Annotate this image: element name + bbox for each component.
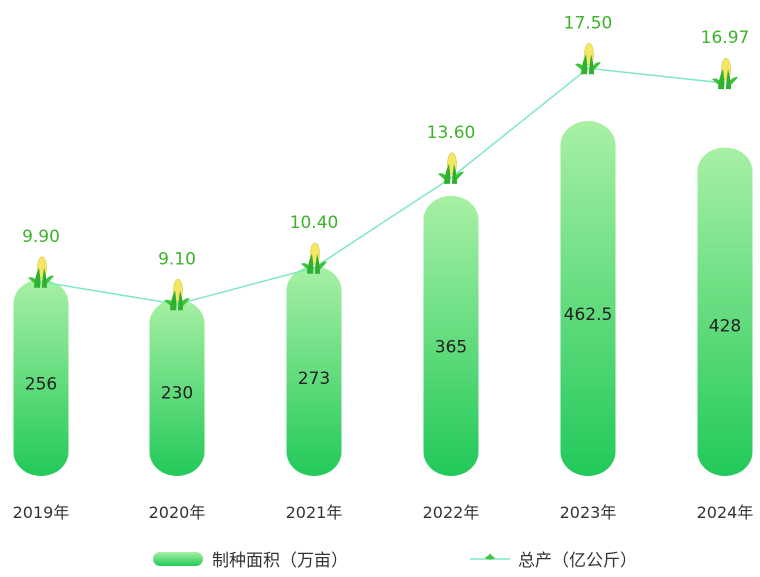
corn-marker-4[interactable]: [575, 42, 601, 75]
bar-value-label-4: 462.5: [564, 305, 613, 325]
legend-line-swatch: [470, 552, 510, 560]
legend-item-output[interactable]: 总产（亿公斤）: [470, 546, 637, 571]
line-value-label-2: 10.40: [290, 213, 339, 233]
bar-4[interactable]: [560, 121, 616, 476]
x-tick-label-3: 2022年: [423, 503, 480, 522]
bar-value-label-5: 428: [709, 316, 741, 336]
corn-marker-3[interactable]: [438, 152, 464, 184]
line-value-label-5: 16.97: [701, 28, 750, 48]
line-layer: 9.90 9.10 10.40 13.60 17.50 16.97: [22, 13, 750, 311]
x-tick-label-5: 2024年: [697, 503, 754, 522]
bar-value-label-2: 273: [298, 369, 330, 389]
bar-0[interactable]: [13, 279, 69, 476]
line-value-label-0: 9.90: [22, 227, 60, 247]
bars-layer: 256 230 273 365 462.5 428: [13, 121, 753, 477]
bar-value-label-3: 365: [435, 338, 467, 358]
corn-marker-2[interactable]: [301, 242, 327, 274]
output-line: [40, 67, 726, 306]
bar-5[interactable]: [697, 147, 753, 476]
corn-marker-1[interactable]: [164, 278, 190, 311]
legend-label-area: 制种面积（万亩）: [212, 551, 348, 571]
corn-marker-0[interactable]: [28, 256, 54, 288]
bar-3[interactable]: [423, 195, 479, 477]
bar-value-label-1: 230: [161, 383, 193, 403]
bar-value-label-0: 256: [25, 375, 57, 395]
bar-1[interactable]: [149, 299, 205, 476]
legend-bar-swatch: [153, 551, 203, 566]
x-tick-label-4: 2023年: [560, 503, 617, 522]
line-value-label-4: 17.50: [564, 13, 613, 33]
x-tick-label-2: 2021年: [286, 503, 343, 522]
x-tick-label-0: 2019年: [13, 503, 70, 522]
line-value-label-1: 9.10: [158, 249, 196, 269]
bar-2[interactable]: [286, 266, 342, 476]
line-value-label-3: 13.60: [427, 123, 476, 143]
x-tick-label-1: 2020年: [149, 503, 206, 522]
x-axis-labels: 2019年 2020年 2021年 2022年 2023年 2024年: [13, 503, 754, 522]
legend-label-output: 总产（亿公斤）: [518, 551, 637, 571]
legend-item-area[interactable]: 制种面积（万亩）: [152, 546, 348, 571]
corn-marker-5[interactable]: [712, 57, 738, 90]
